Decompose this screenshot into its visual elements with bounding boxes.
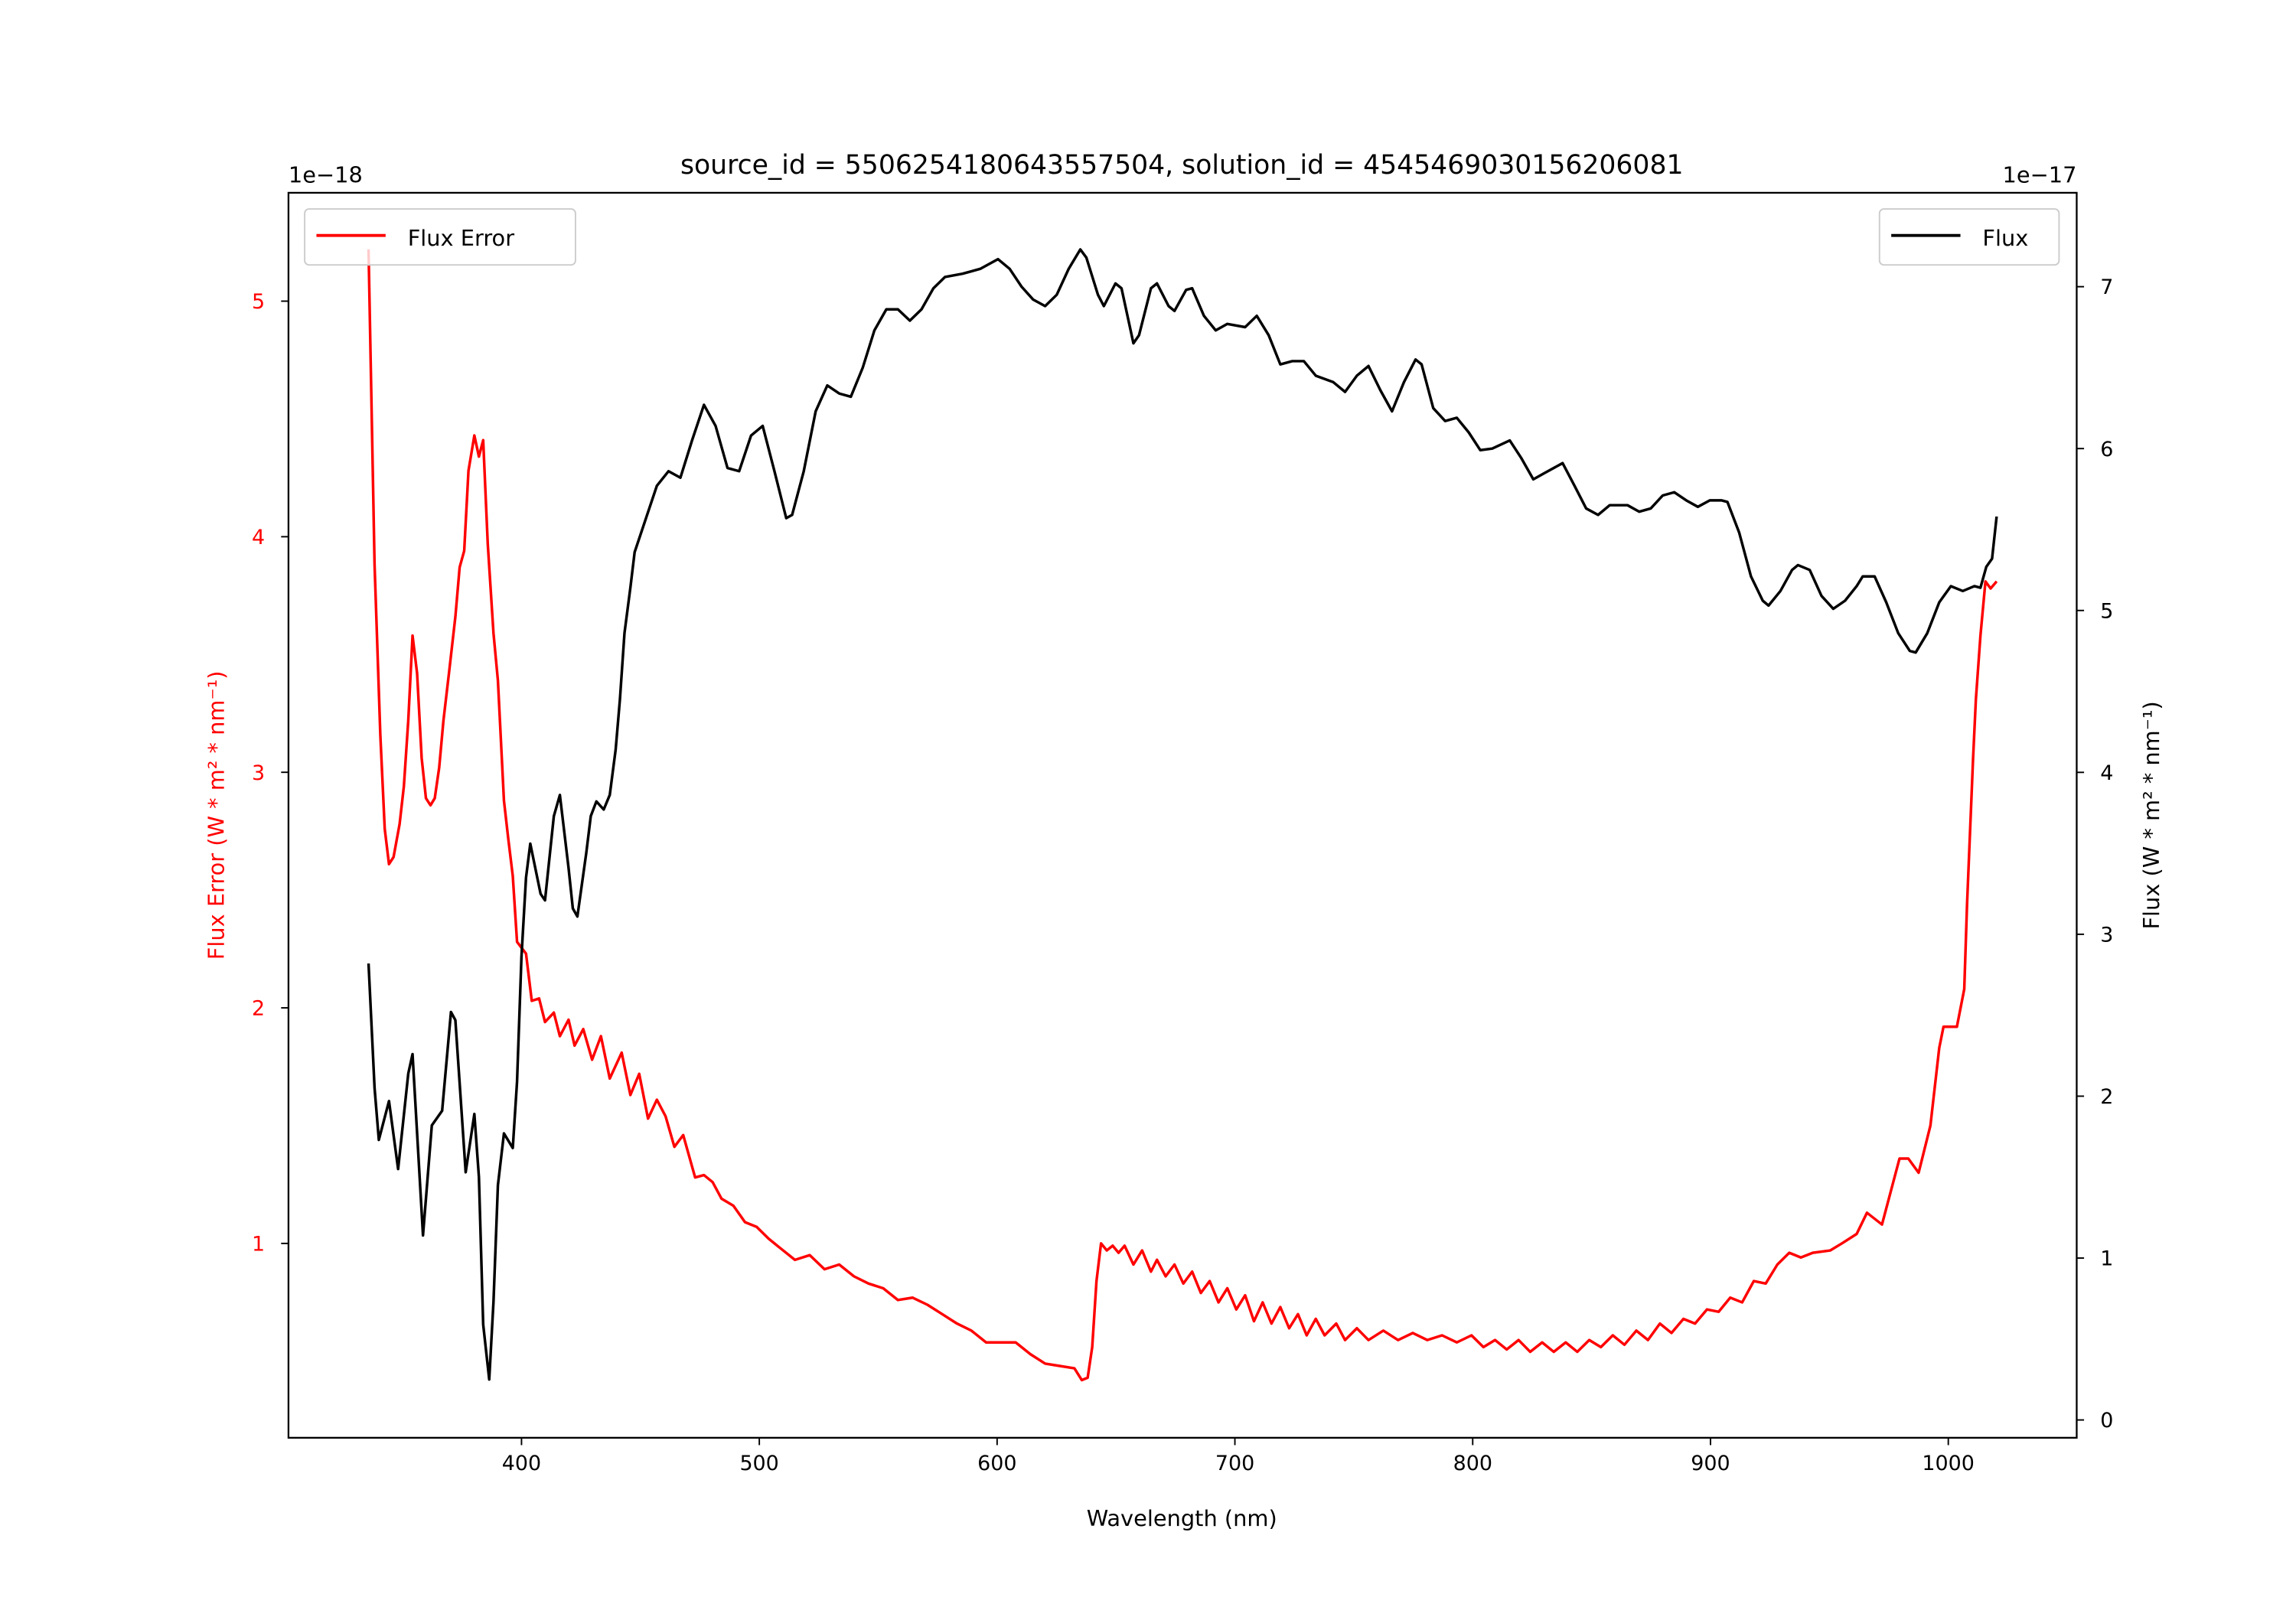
chart-title: source_id = 5506254180643557504, solutio… bbox=[680, 150, 1684, 181]
x-tick-label: 700 bbox=[1215, 1452, 1254, 1475]
right-y-tick-label: 3 bbox=[2100, 923, 2113, 947]
left-y-tick-label: 3 bbox=[252, 761, 265, 785]
axis-ticks: 400 500 600 700 800 900 1000 1 2 3 4 5 0 1 2 3 4 5 6 7 bbox=[252, 275, 2113, 1475]
right-y-tick-label: 6 bbox=[2100, 438, 2113, 461]
right-y-axis-label: Flux (W * m² * nm⁻¹) bbox=[2138, 701, 2164, 929]
left-axis-offset: 1e−18 bbox=[289, 161, 363, 187]
x-axis-label: Wavelength (nm) bbox=[1087, 1505, 1277, 1531]
left-y-tick-label: 4 bbox=[252, 526, 265, 549]
left-y-tick-label: 5 bbox=[252, 290, 265, 314]
legend-flux-error: Flux Error bbox=[304, 208, 576, 266]
left-y-axis-label: Flux Error (W * m² * nm⁻¹) bbox=[203, 671, 229, 960]
legend-box bbox=[1878, 208, 2060, 266]
x-tick-label: 1000 bbox=[1922, 1452, 1974, 1475]
x-tick-label: 900 bbox=[1691, 1452, 1730, 1475]
right-y-tick-label: 1 bbox=[2100, 1247, 2113, 1271]
right-axis-offset: 1e−17 bbox=[2003, 161, 2077, 187]
x-tick-label: 600 bbox=[977, 1452, 1016, 1475]
plot-marks bbox=[367, 248, 1998, 1382]
legend-box bbox=[304, 208, 576, 266]
left-y-tick-label: 1 bbox=[252, 1232, 265, 1256]
right-y-tick-label: 2 bbox=[2100, 1085, 2113, 1109]
x-tick-label: 400 bbox=[502, 1452, 541, 1475]
right-y-tick-label: 0 bbox=[2100, 1409, 2113, 1433]
legend-label-flux: Flux bbox=[1982, 225, 2028, 251]
plot-frame bbox=[287, 191, 2078, 1439]
x-tick-label: 800 bbox=[1453, 1452, 1492, 1475]
x-tick-label: 500 bbox=[739, 1452, 778, 1475]
series-line-flux-error bbox=[367, 249, 1998, 1382]
right-y-tick-label: 4 bbox=[2100, 761, 2113, 785]
legend-flux: Flux bbox=[1878, 208, 2060, 266]
series-line-flux bbox=[367, 248, 1998, 1381]
legend-label-flux-error: Flux Error bbox=[408, 225, 515, 251]
left-y-tick-label: 2 bbox=[252, 997, 265, 1021]
right-y-tick-label: 7 bbox=[2100, 275, 2113, 299]
right-y-tick-label: 5 bbox=[2100, 599, 2113, 623]
